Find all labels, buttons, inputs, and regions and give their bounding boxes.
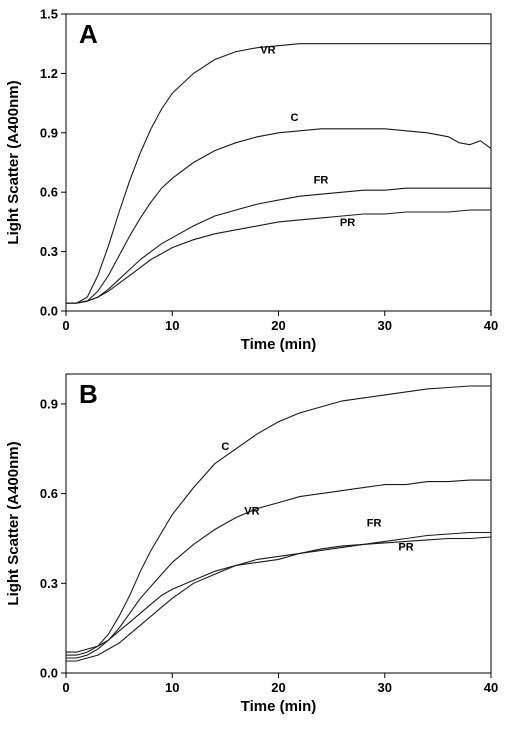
x-tick-label: 30	[378, 318, 392, 333]
y-tick-label: 1.5	[40, 7, 58, 22]
series-line-fr	[66, 531, 491, 653]
series-label-fr: FR	[314, 174, 329, 186]
series-label-pr: PR	[398, 541, 413, 553]
series-line-pr	[66, 209, 491, 304]
series-line-fr	[66, 187, 491, 304]
x-axis-title: Time (min)	[241, 336, 317, 353]
x-axis-title: Time (min)	[241, 698, 317, 715]
y-axis-title: Light Scatter (A400nm)	[5, 441, 22, 605]
series-line-pr	[66, 536, 492, 662]
y-tick-label: 0.6	[40, 486, 58, 501]
series-label-pr: PR	[340, 217, 355, 229]
plot-frame	[65, 373, 492, 674]
panel-letter: A	[79, 19, 98, 49]
panel-A: 0.0 0.3 0.6 0.9 1.2 1.5 0 10 20 30 40 Time (min) Lig…	[5, 7, 498, 354]
y-tick-label: 0.0	[40, 304, 58, 319]
plot-frame	[65, 13, 492, 312]
x-tick-label: 20	[271, 318, 285, 333]
y-tick-label: 0.3	[40, 244, 58, 259]
y-tick-label: 1.2	[40, 66, 58, 81]
y-tick-label: 0.9	[40, 396, 58, 411]
x-tick-label: 10	[165, 318, 179, 333]
x-tick-label: 40	[484, 680, 498, 695]
series-line-vr	[66, 479, 491, 659]
y-tick-label: 0.9	[40, 125, 58, 140]
y-tick-label: 0.3	[40, 576, 58, 591]
series-label-vr: VR	[260, 45, 275, 57]
series-label-vr: VR	[244, 506, 259, 518]
x-tick-label: 0	[62, 318, 69, 333]
series-line-c	[66, 385, 491, 656]
series-line-c	[66, 128, 492, 304]
y-tick-label: 0.0	[40, 666, 58, 681]
series-label-fr: FR	[367, 517, 382, 529]
series-line-vr	[66, 43, 491, 304]
x-tick-label: 20	[271, 680, 285, 695]
y-axis-title: Light Scatter (A400nm)	[5, 80, 22, 244]
x-tick-label: 30	[378, 680, 392, 695]
panel-letter: B	[79, 379, 98, 409]
x-tick-label: 10	[165, 680, 179, 695]
series-label-c: C	[290, 112, 298, 124]
panel-B: 0.0 0.3 0.6 0.9 0 10 20 30 40 Time (min) Light Sca…	[5, 373, 498, 715]
y-tick-label: 0.6	[40, 185, 58, 200]
x-tick-label: 0	[62, 680, 69, 695]
x-tick-label: 40	[484, 318, 498, 333]
series-label-c: C	[221, 441, 229, 453]
